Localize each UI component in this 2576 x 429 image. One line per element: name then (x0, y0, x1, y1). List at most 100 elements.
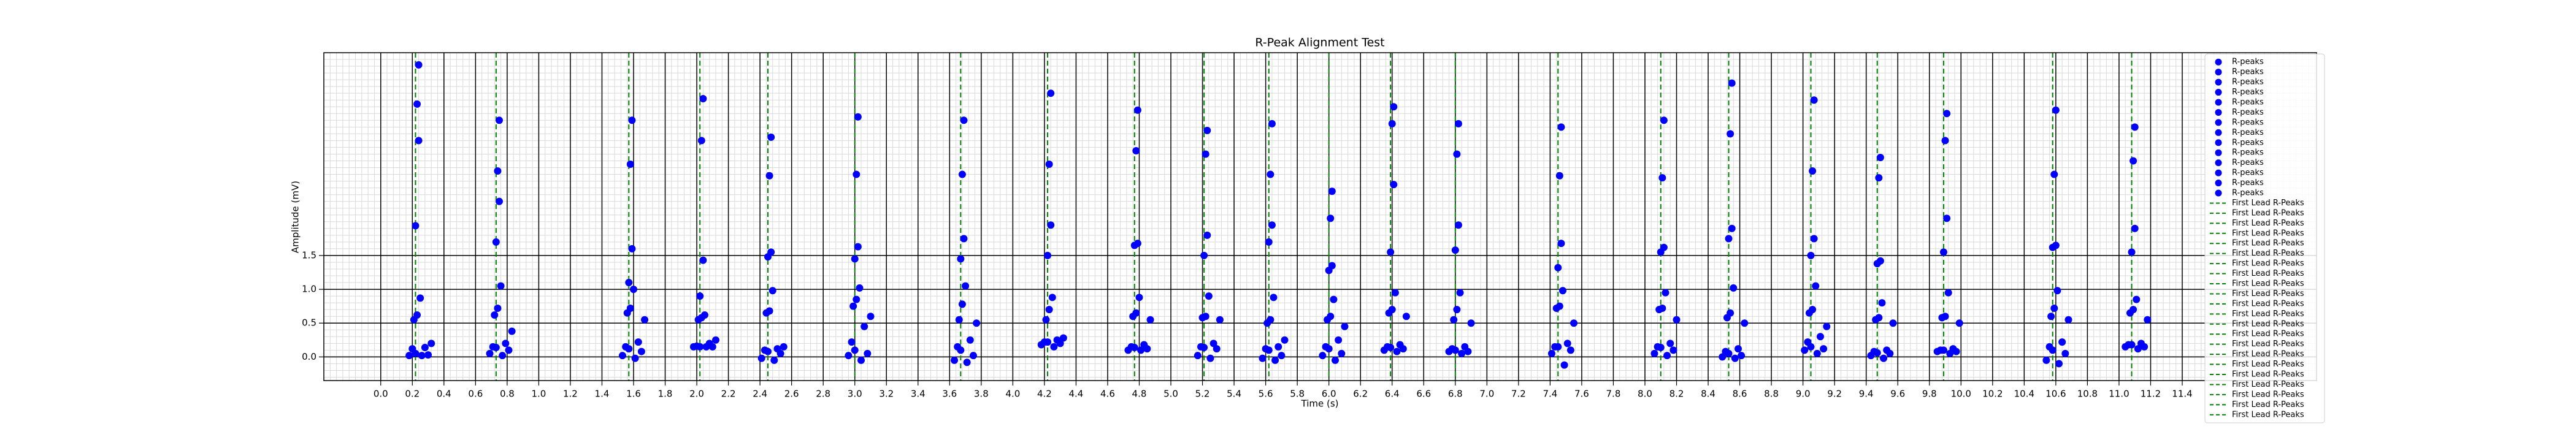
point (1263, 319, 1271, 327)
x-tick-label: 2.8 (816, 389, 830, 400)
point (1741, 319, 1749, 327)
legend-label: First Lead R-Peaks (2232, 239, 2304, 248)
point (1044, 251, 1052, 259)
x-tick-label: 7.6 (1574, 389, 1589, 400)
point (1876, 153, 1884, 161)
point (1278, 352, 1286, 360)
point (1328, 188, 1336, 196)
point (1259, 354, 1267, 362)
x-tick-label: 9.8 (1922, 389, 1937, 400)
point (1566, 346, 1574, 354)
point (421, 343, 429, 351)
point (1728, 79, 1736, 87)
x-tick-label: 3.4 (911, 389, 926, 400)
y-axis-label: Amplitude (mV) (290, 181, 301, 253)
point (427, 340, 435, 347)
point (2131, 123, 2139, 131)
x-tick-label: 10.4 (2014, 389, 2034, 400)
point (424, 351, 432, 359)
legend-label: R-peaks (2232, 67, 2264, 77)
legend-label: First Lead R-Peaks (2232, 249, 2304, 258)
x-tick-label: 0.0 (374, 389, 388, 400)
x-tick-label: 8.0 (1638, 389, 1652, 400)
legend-label: R-peaks (2232, 78, 2264, 87)
point (1873, 260, 1881, 268)
x-tick-label: 1.6 (626, 389, 641, 400)
legend-label: R-peaks (2232, 88, 2264, 97)
x-tick-label: 10.2 (1982, 389, 2003, 400)
point (1725, 349, 1733, 357)
point (1331, 356, 1339, 364)
point (696, 343, 704, 351)
point (2050, 170, 2058, 178)
point (1324, 316, 1332, 324)
point (1657, 248, 1665, 256)
legend-marker (2215, 159, 2222, 167)
point (1943, 214, 1951, 222)
point (1341, 322, 1349, 330)
point (1727, 130, 1735, 138)
point (1662, 289, 1669, 297)
point (1658, 174, 1666, 182)
point (1812, 282, 1820, 290)
point (1044, 338, 1052, 346)
x-tick-label: 9.4 (1859, 389, 1874, 400)
point (849, 302, 857, 310)
legend-marker (2215, 58, 2222, 66)
x-tick-label: 4.8 (1132, 389, 1147, 400)
point (1213, 345, 1221, 353)
point (2053, 287, 2061, 295)
x-tick-label: 8.4 (1701, 389, 1715, 400)
point (853, 295, 861, 303)
point (2134, 345, 2142, 353)
x-tick-label: 8.6 (1733, 389, 1747, 400)
point (1194, 352, 1202, 360)
point (491, 311, 499, 319)
point (1330, 295, 1338, 303)
point (2049, 346, 2057, 354)
point (769, 287, 776, 295)
point (405, 352, 413, 360)
point (1458, 349, 1466, 357)
point (1650, 349, 1658, 357)
point (1050, 343, 1058, 351)
point (486, 349, 494, 357)
point (1137, 346, 1145, 354)
point (492, 343, 500, 351)
x-tick-label: 6.0 (1322, 389, 1336, 400)
point (494, 304, 502, 312)
legend-marker (2215, 89, 2222, 96)
point (2126, 309, 2134, 317)
point (1889, 319, 1897, 327)
point (416, 294, 424, 302)
x-tick-label: 5.8 (1290, 389, 1305, 400)
x-tick-label: 9.6 (1890, 389, 1905, 400)
legend-label: R-peaks (2232, 118, 2264, 127)
x-tick-label: 8.8 (1764, 389, 1779, 400)
point (1390, 103, 1398, 111)
point (2047, 313, 2055, 321)
legend-label: R-peaks (2232, 189, 2264, 198)
point (845, 352, 853, 360)
point (1955, 319, 1963, 327)
point (1663, 352, 1671, 360)
point (1730, 284, 1738, 292)
point (1555, 172, 1563, 180)
point (1453, 306, 1461, 314)
legend-label: First Lead R-Peaks (2232, 380, 2304, 389)
point (1268, 120, 1276, 127)
point (951, 356, 959, 364)
x-tick-label: 7.0 (1479, 389, 1494, 400)
point (634, 338, 642, 346)
legend-label: R-peaks (2232, 148, 2264, 158)
point (1391, 289, 1399, 297)
point (1673, 316, 1681, 324)
point (641, 316, 649, 324)
point (1943, 110, 1951, 118)
point (1130, 343, 1138, 351)
point (628, 245, 636, 252)
point (1820, 345, 1828, 353)
chart-title: R-Peak Alignment Test (1255, 36, 1384, 50)
point (1200, 343, 1208, 351)
point (1380, 346, 1388, 354)
